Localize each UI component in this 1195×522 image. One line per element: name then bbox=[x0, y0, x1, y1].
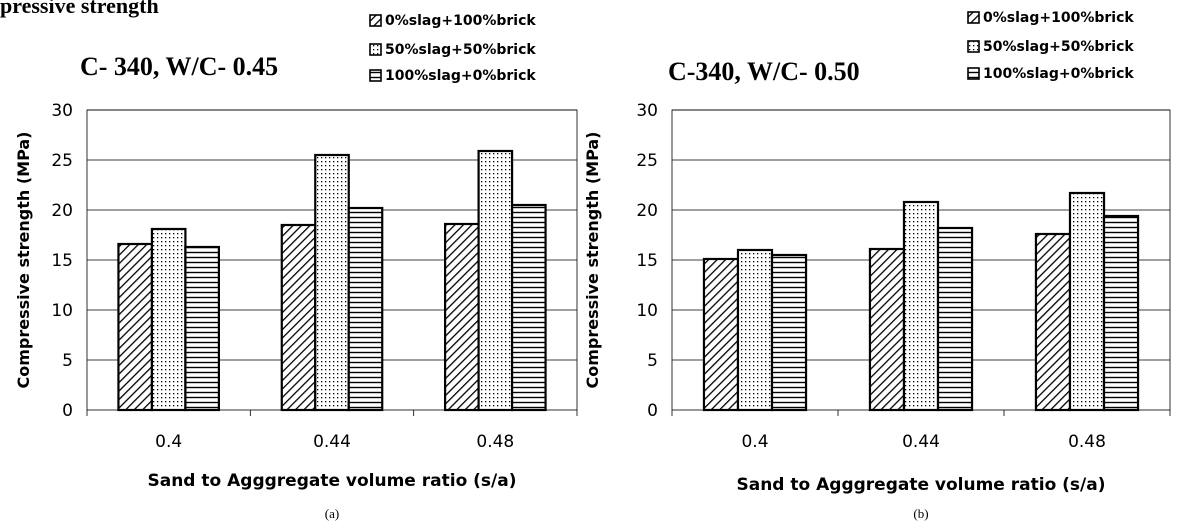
bar bbox=[314, 153, 350, 412]
bar bbox=[1068, 191, 1106, 412]
caption-a: (a) bbox=[325, 506, 339, 521]
chart-title-a: C- 340, W/C- 0.45 bbox=[80, 52, 278, 81]
bar bbox=[868, 247, 906, 412]
caption-b: (b) bbox=[913, 506, 928, 521]
y-tick-label: 30 bbox=[636, 101, 658, 121]
y-tick-label: 25 bbox=[51, 151, 73, 171]
bar bbox=[477, 149, 514, 412]
bar bbox=[184, 245, 220, 412]
legend-swatch-a-2 bbox=[369, 69, 382, 82]
bar bbox=[1102, 214, 1140, 412]
x-tick-label: 0.4 bbox=[155, 432, 182, 452]
bar bbox=[444, 222, 480, 412]
y-tick-labels-b: 0 5 10 15 20 25 30 bbox=[636, 101, 658, 421]
x-tick-label: 0.44 bbox=[313, 432, 351, 452]
y-tick-label: 10 bbox=[636, 301, 658, 321]
x-axis-label-a: Sand to Agggregate volume ratio (s/a) bbox=[147, 471, 516, 491]
y-axis-label-a: Compressive strength (MPa) bbox=[14, 132, 33, 389]
legend-b: 0%slag+100%brick 50%slag+50%brick 100%sl… bbox=[967, 10, 1134, 82]
y-tick-label: 15 bbox=[51, 251, 73, 271]
x-tick-labels-a: 0.4 0.44 0.48 bbox=[155, 432, 514, 452]
bar bbox=[736, 248, 774, 412]
y-tick-label: 5 bbox=[647, 351, 658, 371]
legend-swatch-b-0 bbox=[967, 11, 980, 24]
bar bbox=[770, 253, 808, 412]
x-tick-labels-b: 0.4 0.44 0.48 bbox=[741, 432, 1105, 452]
y-tick-label: 15 bbox=[636, 251, 658, 271]
legend-label-a-0: 0%slag+100%brick bbox=[385, 13, 536, 29]
legend-label-b-0: 0%slag+100%brick bbox=[983, 10, 1134, 26]
bar bbox=[702, 257, 740, 412]
legend-swatch-b-1 bbox=[967, 40, 980, 53]
legend-label-a-2: 100%slag+0%brick bbox=[385, 68, 536, 84]
bar bbox=[117, 242, 154, 412]
legend-a: 0%slag+100%brick 50%slag+50%brick 100%sl… bbox=[369, 13, 536, 84]
y-tick-label: 20 bbox=[51, 201, 73, 221]
bar bbox=[150, 227, 187, 412]
legend-label-a-1: 50%slag+50%brick bbox=[385, 42, 536, 58]
y-tick-label: 0 bbox=[62, 401, 73, 421]
chart-a: 0 5 10 15 20 25 30 0.4 0.44 0.48 C- 340, W/C- 0.… bbox=[14, 13, 578, 521]
y-tick-label: 30 bbox=[51, 101, 73, 121]
y-tick-label: 5 bbox=[62, 351, 73, 371]
bar bbox=[347, 206, 384, 412]
bar bbox=[510, 203, 547, 412]
y-axis-label-b: Compressive strength (MPa) bbox=[583, 132, 602, 389]
x-tick-label: 0.44 bbox=[902, 432, 940, 452]
y-tick-label: 10 bbox=[51, 301, 73, 321]
legend-swatch-a-0 bbox=[369, 14, 382, 27]
x-tick-label: 0.48 bbox=[1068, 432, 1106, 452]
bars-b bbox=[702, 191, 1140, 412]
bars-a bbox=[117, 149, 547, 412]
y-tick-label: 20 bbox=[636, 201, 658, 221]
legend-swatch-b-2 bbox=[967, 67, 980, 80]
legend-label-b-1: 50%slag+50%brick bbox=[983, 39, 1134, 55]
legend-label-b-2: 100%slag+0%brick bbox=[983, 66, 1134, 82]
chart-title-b: C-340, W/C- 0.50 bbox=[668, 57, 860, 86]
x-tick-label: 0.48 bbox=[476, 432, 514, 452]
bar bbox=[280, 223, 317, 412]
bar bbox=[936, 226, 974, 412]
y-tick-label: 25 bbox=[636, 151, 658, 171]
bar bbox=[1034, 232, 1072, 412]
y-tick-label: 0 bbox=[647, 401, 658, 421]
y-tick-labels-a: 0 5 10 15 20 25 30 bbox=[51, 101, 73, 421]
chart-b: 0 5 10 15 20 25 30 0.4 0.44 0.48 C-340, W/C- 0.5… bbox=[583, 10, 1171, 521]
x-axis-label-b: Sand to Agggregate volume ratio (s/a) bbox=[736, 475, 1105, 495]
top-cropped-text: pressive strength bbox=[0, 0, 159, 18]
bar bbox=[902, 200, 940, 412]
x-tick-label: 0.4 bbox=[741, 432, 768, 452]
legend-swatch-a-1 bbox=[369, 43, 382, 56]
